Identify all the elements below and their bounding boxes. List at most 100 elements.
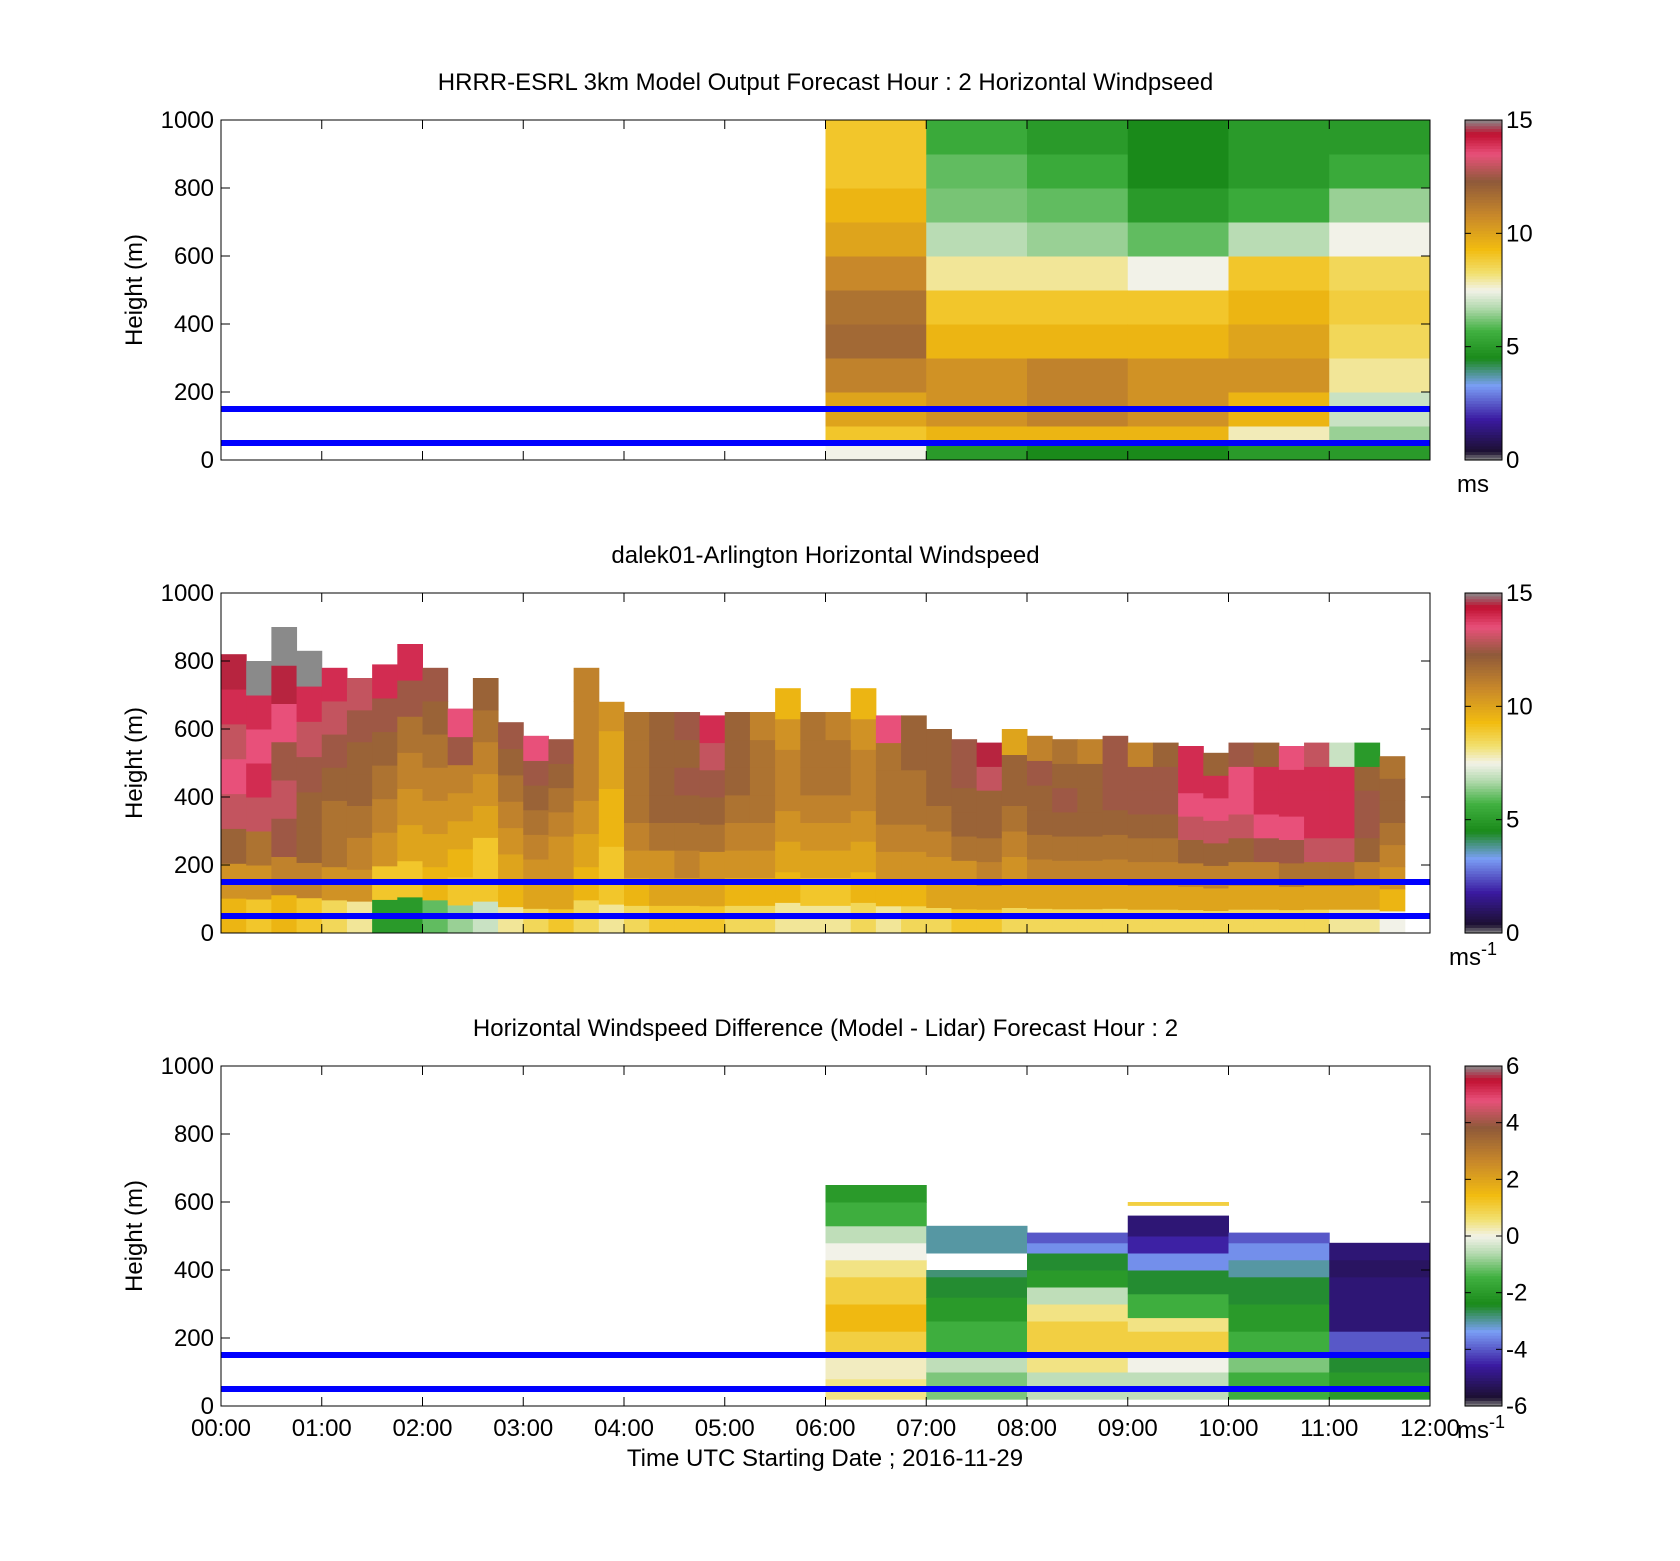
colorbar-swatch [1465, 1363, 1502, 1367]
heatmap-cell [800, 767, 826, 796]
y-tick-label: 400 [174, 311, 214, 338]
heatmap-cell [926, 1225, 1028, 1254]
colorbar-frame [1464, 592, 1503, 934]
colorbar-tick-label: 0 [1506, 1223, 1519, 1250]
colorbar-swatch [1465, 386, 1502, 390]
y-tick-label: 0 [201, 447, 214, 474]
heatmap-cell [1329, 154, 1431, 189]
colorbar-swatch [1465, 1148, 1502, 1152]
y-tick-label: 400 [174, 1257, 214, 1284]
colorbar-swatch [1465, 156, 1502, 161]
heatmap-cell [422, 667, 449, 702]
heatmap-cell [271, 856, 298, 896]
colorbar-swatch [1465, 828, 1502, 832]
heatmap-cell [1027, 1304, 1129, 1322]
heatmap-cell [674, 794, 701, 823]
colorbar-swatch [1465, 210, 1502, 215]
heatmap-cell [825, 767, 852, 796]
heatmap-cell [1127, 742, 1154, 767]
heatmap-cell [397, 788, 423, 826]
heatmap-cell [523, 908, 549, 934]
heatmap-cell [447, 792, 474, 822]
colorbar-swatch [1465, 1219, 1502, 1223]
heatmap-cell [321, 700, 348, 735]
y-tick-label: 800 [174, 175, 214, 202]
heatmap-cell [422, 734, 449, 768]
heatmap-cell [951, 811, 978, 837]
heatmap-cell [775, 718, 801, 750]
heatmap-cell [1278, 792, 1305, 817]
heatmap-cell [749, 739, 776, 768]
y-tick-label: 1000 [161, 1053, 214, 1080]
heatmap-cell [1329, 290, 1431, 325]
heatmap-cell [951, 763, 978, 789]
colorbar-swatch [1465, 867, 1502, 872]
heatmap-cell [1077, 787, 1104, 813]
colorbar-swatch [1465, 1292, 1502, 1297]
colorbar-swatch [1465, 774, 1502, 778]
colorbar-swatch [1465, 241, 1502, 246]
heatmap-cell [573, 800, 600, 835]
heatmap-cell [422, 800, 449, 835]
heatmap-cell [951, 787, 978, 813]
colorbar-swatch [1465, 1119, 1502, 1124]
colorbar-swatch [1465, 1102, 1502, 1107]
colorbar-unit-exponent: -1 [1489, 1412, 1505, 1432]
colorbar-swatch [1465, 1083, 1502, 1087]
heatmap-cell [1027, 1253, 1129, 1271]
colorbar-swatch [1465, 916, 1502, 920]
colorbar-swatch [1465, 621, 1502, 625]
heatmap-cell [397, 680, 423, 717]
heatmap-cell [573, 667, 600, 702]
heatmap-cell [296, 791, 323, 828]
heatmap-cell [1228, 1372, 1330, 1400]
heatmap-cell [926, 256, 1028, 291]
colorbar-swatch [1465, 287, 1502, 291]
heatmap-cell [674, 850, 701, 879]
heatmap-cell [548, 908, 575, 934]
heatmap-cell [1027, 324, 1129, 359]
chart-title: HRRR-ESRL 3km Model Output Forecast Hour… [438, 69, 1213, 96]
heatmap-cell [1127, 885, 1154, 910]
colorbar-swatch [1465, 1403, 1502, 1407]
heatmap-cell [1102, 735, 1129, 761]
heatmap-cell [1329, 1259, 1431, 1278]
heatmap-cell [573, 734, 600, 768]
colorbar-swatch [1465, 703, 1502, 707]
colorbar-swatch [1465, 137, 1502, 141]
panel-windspeed-difference: Horizontal Windspeed Difference (Model -… [121, 1015, 1527, 1472]
heatmap-cell [472, 837, 499, 870]
colorbar-swatch [1465, 1097, 1502, 1101]
colorbar-swatch [1465, 188, 1502, 192]
colorbar-swatch [1465, 1343, 1502, 1348]
heatmap-cell [1379, 778, 1406, 801]
colorbar-swatch [1465, 870, 1502, 875]
colorbar-tick-label: 4 [1506, 1110, 1519, 1137]
y-tick-label: 0 [201, 920, 214, 947]
heatmap-cell [1152, 814, 1179, 839]
heatmap-cell [1379, 800, 1406, 823]
colorbar-swatch [1465, 1374, 1502, 1379]
heatmap-cell [926, 188, 1028, 223]
colorbar-swatch [1465, 635, 1502, 639]
colorbar-swatch [1465, 154, 1502, 158]
heatmap-cell [825, 850, 852, 879]
heatmap-cell [397, 752, 423, 789]
colorbar-swatch [1465, 1142, 1502, 1146]
heatmap-cell [221, 758, 247, 795]
colorbar-swatch [1465, 723, 1502, 727]
colorbar-swatch [1465, 372, 1502, 376]
heatmap-cell [447, 764, 474, 794]
heatmap-cell [624, 739, 650, 768]
heatmap-cell [749, 905, 776, 934]
heatmap-cell [749, 767, 776, 796]
colorbar-swatch [1465, 423, 1502, 427]
colorbar-swatch [1465, 882, 1502, 886]
colorbar-swatch [1465, 171, 1502, 175]
colorbar-swatch [1465, 227, 1502, 232]
x-tick-label: 11:00 [1300, 1415, 1358, 1442]
heatmap-cell [1228, 766, 1255, 791]
colorbar-swatch [1465, 256, 1502, 260]
colorbar-swatch [1465, 839, 1502, 843]
colorbar-tick-label: -6 [1506, 1393, 1527, 1420]
